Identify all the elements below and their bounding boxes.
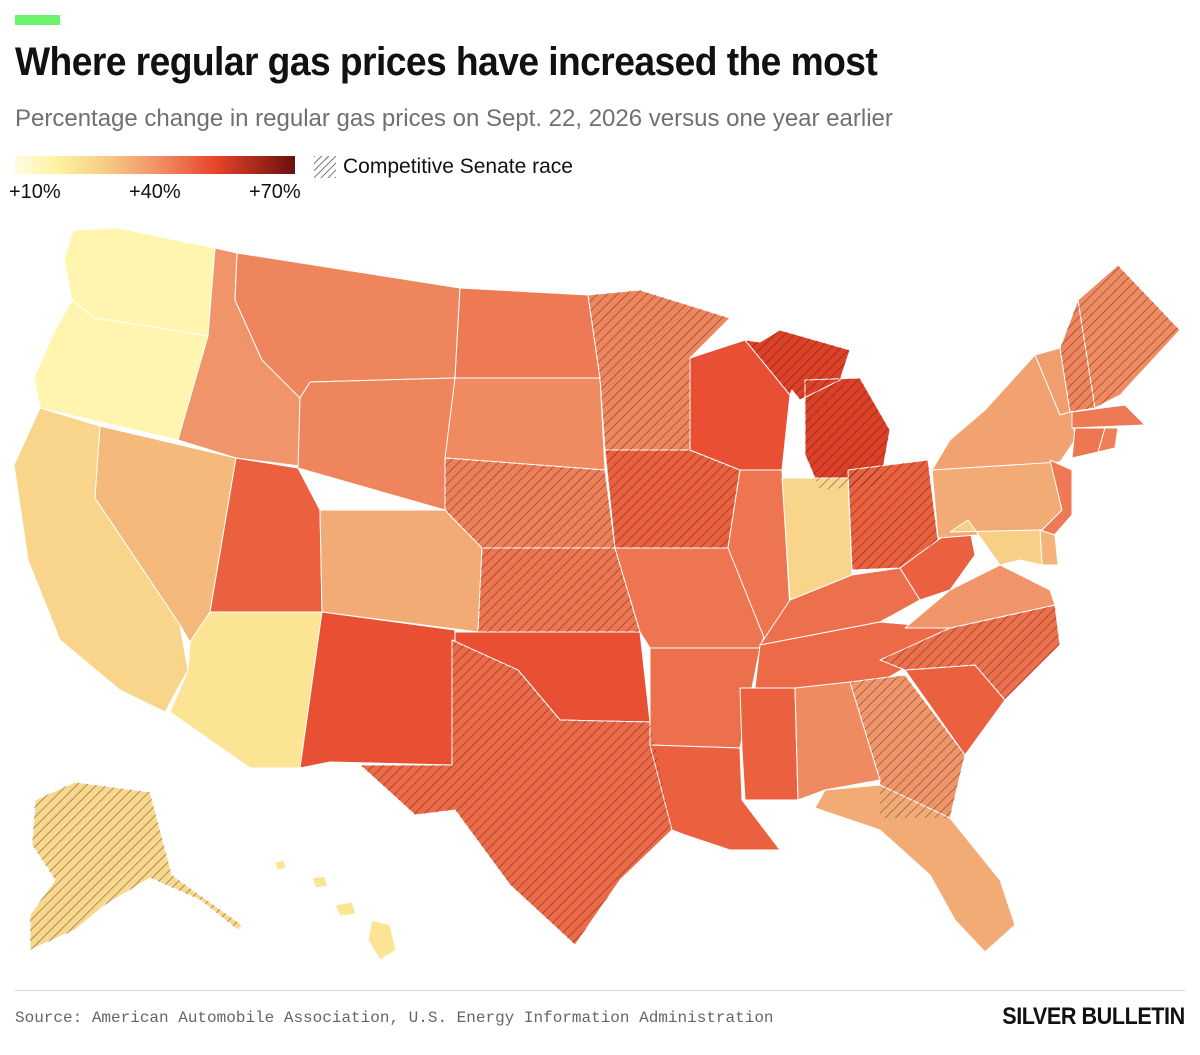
state-ri: [1097, 427, 1119, 453]
state-co: [319, 509, 483, 633]
state-pa: [931, 457, 1063, 539]
state-ia: [604, 449, 741, 549]
state-wy: [297, 377, 456, 511]
legend-tick-mid: +40%: [129, 181, 181, 203]
chart-title: Where regular gas prices have increased …: [15, 40, 878, 84]
state-la: [649, 744, 781, 851]
state-hi: [274, 859, 397, 961]
brand-logo: SILVER BULLETIN: [1002, 1003, 1186, 1030]
legend-color-scale: [15, 156, 295, 174]
footer-divider: [15, 990, 1185, 991]
state-ak: [29, 781, 243, 951]
state-de: [1039, 529, 1059, 566]
state-ks: [477, 547, 641, 633]
state-fills: [13, 227, 1181, 961]
legend-hatch-label: Competitive Senate race: [343, 155, 573, 178]
state-ms: [739, 687, 799, 801]
state-fl: [814, 784, 1016, 953]
state-nm: [299, 611, 456, 769]
chart-subtitle: Percentage change in regular gas prices …: [15, 105, 893, 132]
state-ne: [444, 457, 616, 549]
state-md: [949, 519, 1043, 566]
state-me: [1077, 264, 1181, 409]
us-state-map: [13, 227, 1181, 961]
legend-tick-high: +70%: [249, 181, 301, 203]
state-nd: [454, 287, 601, 379]
legend-tick-low: +10%: [9, 181, 61, 203]
state-ct: [1071, 427, 1106, 459]
accent-bar: [15, 15, 60, 25]
source-note: Source: American Automobile Association,…: [15, 1009, 774, 1027]
state-sd: [444, 377, 606, 471]
legend-hatch-swatch: [314, 156, 336, 178]
